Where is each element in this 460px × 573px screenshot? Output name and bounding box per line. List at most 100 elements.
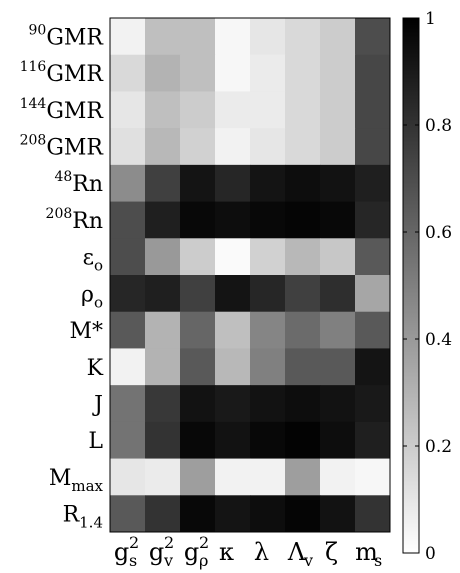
heatmap-cell-r13-c7: [355, 495, 391, 533]
heatmap-cell-r0-c3: [215, 18, 251, 56]
heatmap-cell-r11-c1: [145, 421, 181, 459]
heatmap-cell-r9-c0: [110, 348, 146, 386]
heatmap-cell-r5-c7: [355, 201, 391, 239]
heatmap-cell-r4-c7: [355, 164, 391, 202]
row-label-3: 208GMR: [20, 133, 105, 161]
heatmap-cell-r0-c6: [320, 18, 356, 56]
heatmap-cell-r1-c7: [355, 54, 391, 92]
heatmap-cell-r11-c7: [355, 421, 391, 459]
row-label-5: 208Rn: [46, 206, 103, 234]
heatmap-cell-r11-c0: [110, 421, 146, 459]
heatmap-cell-r8-c5: [285, 311, 321, 349]
heatmap-cell-r7-c0: [110, 275, 146, 313]
row-label-6: εo: [83, 246, 103, 275]
heatmap-cell-r3-c7: [355, 128, 391, 166]
heatmap-cell-r4-c6: [320, 164, 356, 202]
heatmap-cell-r8-c1: [145, 311, 181, 349]
heatmap-cell-r4-c5: [285, 164, 321, 202]
heatmap-cell-r7-c3: [215, 275, 251, 313]
svg-text:s: s: [374, 551, 382, 570]
column-label-7: ms: [355, 538, 382, 570]
heatmap-cell-r9-c5: [285, 348, 321, 386]
heatmap-cell-r5-c2: [180, 201, 216, 239]
row-label-10: J: [92, 393, 103, 418]
colorbar-tick-label-5: 1: [425, 9, 436, 29]
svg-text:g: g: [149, 538, 164, 566]
heatmap-cell-r7-c1: [145, 275, 181, 313]
heatmap-cell-r13-c1: [145, 495, 181, 533]
row-label-1: 116GMR: [20, 59, 105, 87]
svg-text:m: m: [355, 538, 378, 566]
heatmap-cell-r10-c4: [250, 385, 286, 423]
colorbar: [402, 17, 420, 554]
svg-text:v: v: [163, 551, 173, 570]
svg-text:g: g: [184, 538, 199, 566]
colorbar-tick-label-4: 0.8: [425, 116, 452, 136]
heatmap-cell-r13-c2: [180, 495, 216, 533]
heatmap-cell-r3-c0: [110, 128, 146, 166]
heatmap-cell-r3-c5: [285, 128, 321, 166]
heatmap-cell-r12-c0: [110, 458, 146, 496]
heatmap-cell-r5-c6: [320, 201, 356, 239]
svg-text:ζ: ζ: [325, 538, 338, 566]
heatmap-cell-r13-c0: [110, 495, 146, 533]
heatmap-cell-r12-c1: [145, 458, 181, 496]
heatmap-cell-r8-c3: [215, 311, 251, 349]
heatmap-cell-r11-c2: [180, 421, 216, 459]
heatmap-cell-r3-c1: [145, 128, 181, 166]
heatmap-cell-r0-c4: [250, 18, 286, 56]
heatmap-cell-r4-c0: [110, 164, 146, 202]
colorbar-tick-label-2: 0.4: [425, 330, 452, 350]
heatmap-cell-r9-c3: [215, 348, 251, 386]
heatmap-cell-r2-c1: [145, 91, 181, 129]
heatmap-cell-r7-c6: [320, 275, 356, 313]
heatmap-cell-r1-c3: [215, 54, 251, 92]
heatmap-cell-r2-c0: [110, 91, 146, 129]
row-label-4: 48Rn: [54, 169, 103, 197]
heatmap-cell-r6-c0: [110, 238, 146, 276]
heatmap-cell-r8-c4: [250, 311, 286, 349]
heatmap-cell-r1-c0: [110, 54, 146, 92]
heatmap-cell-r6-c1: [145, 238, 181, 276]
heatmap-cell-r6-c7: [355, 238, 391, 276]
column-label-6: ζ: [325, 538, 338, 566]
column-label-0: g 2s: [114, 533, 139, 570]
heatmap-cells: [110, 18, 391, 533]
heatmap-cell-r4-c1: [145, 164, 181, 202]
svg-text:g: g: [114, 538, 129, 566]
heatmap-cell-r2-c3: [215, 91, 251, 129]
colorbar-ticks: 0 0.2 0.4 0.6 0.8 1: [403, 9, 452, 564]
row-label-8: M*: [69, 319, 103, 344]
heatmap-cell-r10-c0: [110, 385, 146, 423]
heatmap-cell-r12-c3: [215, 458, 251, 496]
heatmap-cell-r0-c0: [110, 18, 146, 56]
heatmap-cell-r12-c6: [320, 458, 356, 496]
column-label-5: Λv: [287, 538, 313, 570]
svg-text:Λ: Λ: [287, 538, 306, 566]
heatmap-cell-r13-c3: [215, 495, 251, 533]
row-label-12: Mmax: [49, 466, 104, 495]
row-label-0: 90GMR: [29, 22, 105, 50]
row-label-2: 144GMR: [20, 96, 105, 124]
svg-text:κ: κ: [219, 538, 234, 566]
heatmap-cell-r1-c2: [180, 54, 216, 92]
heatmap-cell-r3-c4: [250, 128, 286, 166]
heatmap-cell-r2-c4: [250, 91, 286, 129]
heatmap-cell-r0-c5: [285, 18, 321, 56]
svg-text:s: s: [129, 551, 137, 570]
heatmap-cell-r0-c1: [145, 18, 181, 56]
heatmap-cell-r1-c6: [320, 54, 356, 92]
heatmap-cell-r5-c4: [250, 201, 286, 239]
column-labels: g 2s g 2v g 2ρ κ λ Λv ζ ms: [114, 533, 382, 570]
heatmap-cell-r1-c4: [250, 54, 286, 92]
row-label-13: R1.4: [63, 503, 103, 532]
heatmap-cell-r9-c7: [355, 348, 391, 386]
heatmap-cell-r12-c7: [355, 458, 391, 496]
heatmap-cell-r10-c1: [145, 385, 181, 423]
svg-text:2: 2: [129, 533, 139, 552]
heatmap-cell-r12-c2: [180, 458, 216, 496]
heatmap-cell-r7-c2: [180, 275, 216, 313]
heatmap-cell-r5-c0: [110, 201, 146, 239]
heatmap-cell-r11-c3: [215, 421, 251, 459]
